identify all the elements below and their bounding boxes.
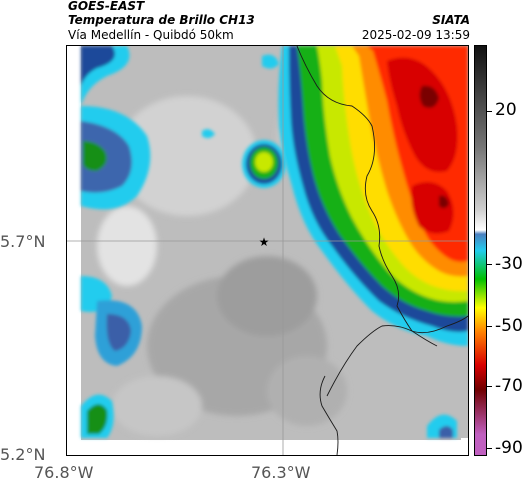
boundary-lines	[296, 46, 468, 455]
product-title: Temperatura de Brillo CH13	[68, 13, 255, 27]
isolated-cell	[242, 140, 286, 188]
region-subtitle: Vía Medellín - Quibdó 50km	[68, 28, 234, 42]
lat-label-5.7: 5.7°N	[0, 232, 46, 251]
colorbar-label-minus70: -70	[495, 376, 523, 396]
satellite-title: GOES-EAST	[68, 0, 145, 13]
convective-cloud	[278, 46, 468, 346]
colorbar-tick	[487, 326, 492, 327]
star-icon: ★	[259, 235, 270, 249]
colorbar-tick	[487, 448, 492, 449]
timestamp: 2025-02-09 13:59	[361, 28, 470, 42]
colorbar-label-minus30: -30	[495, 254, 523, 274]
cloud-edge-blue	[81, 46, 457, 438]
colorbar-tick	[487, 264, 492, 265]
colorbar-label-20: 20	[495, 100, 517, 120]
lon-label-76.3: 76.3°W	[251, 463, 311, 482]
satellite-map: ★	[66, 45, 469, 456]
colorbar-tick	[487, 386, 492, 387]
colorbar-label-minus50: -50	[495, 316, 523, 336]
lat-label-5.2: 5.2°N	[0, 445, 46, 464]
colorbar	[474, 45, 487, 456]
colorbar-tick	[487, 111, 492, 112]
lon-label-76.8: 76.8°W	[34, 463, 94, 482]
colorbar-label-minus90: -90	[495, 438, 523, 458]
gridlines	[67, 46, 468, 455]
org-label: SIATA	[432, 13, 470, 27]
temperature-field: ★	[67, 46, 468, 455]
